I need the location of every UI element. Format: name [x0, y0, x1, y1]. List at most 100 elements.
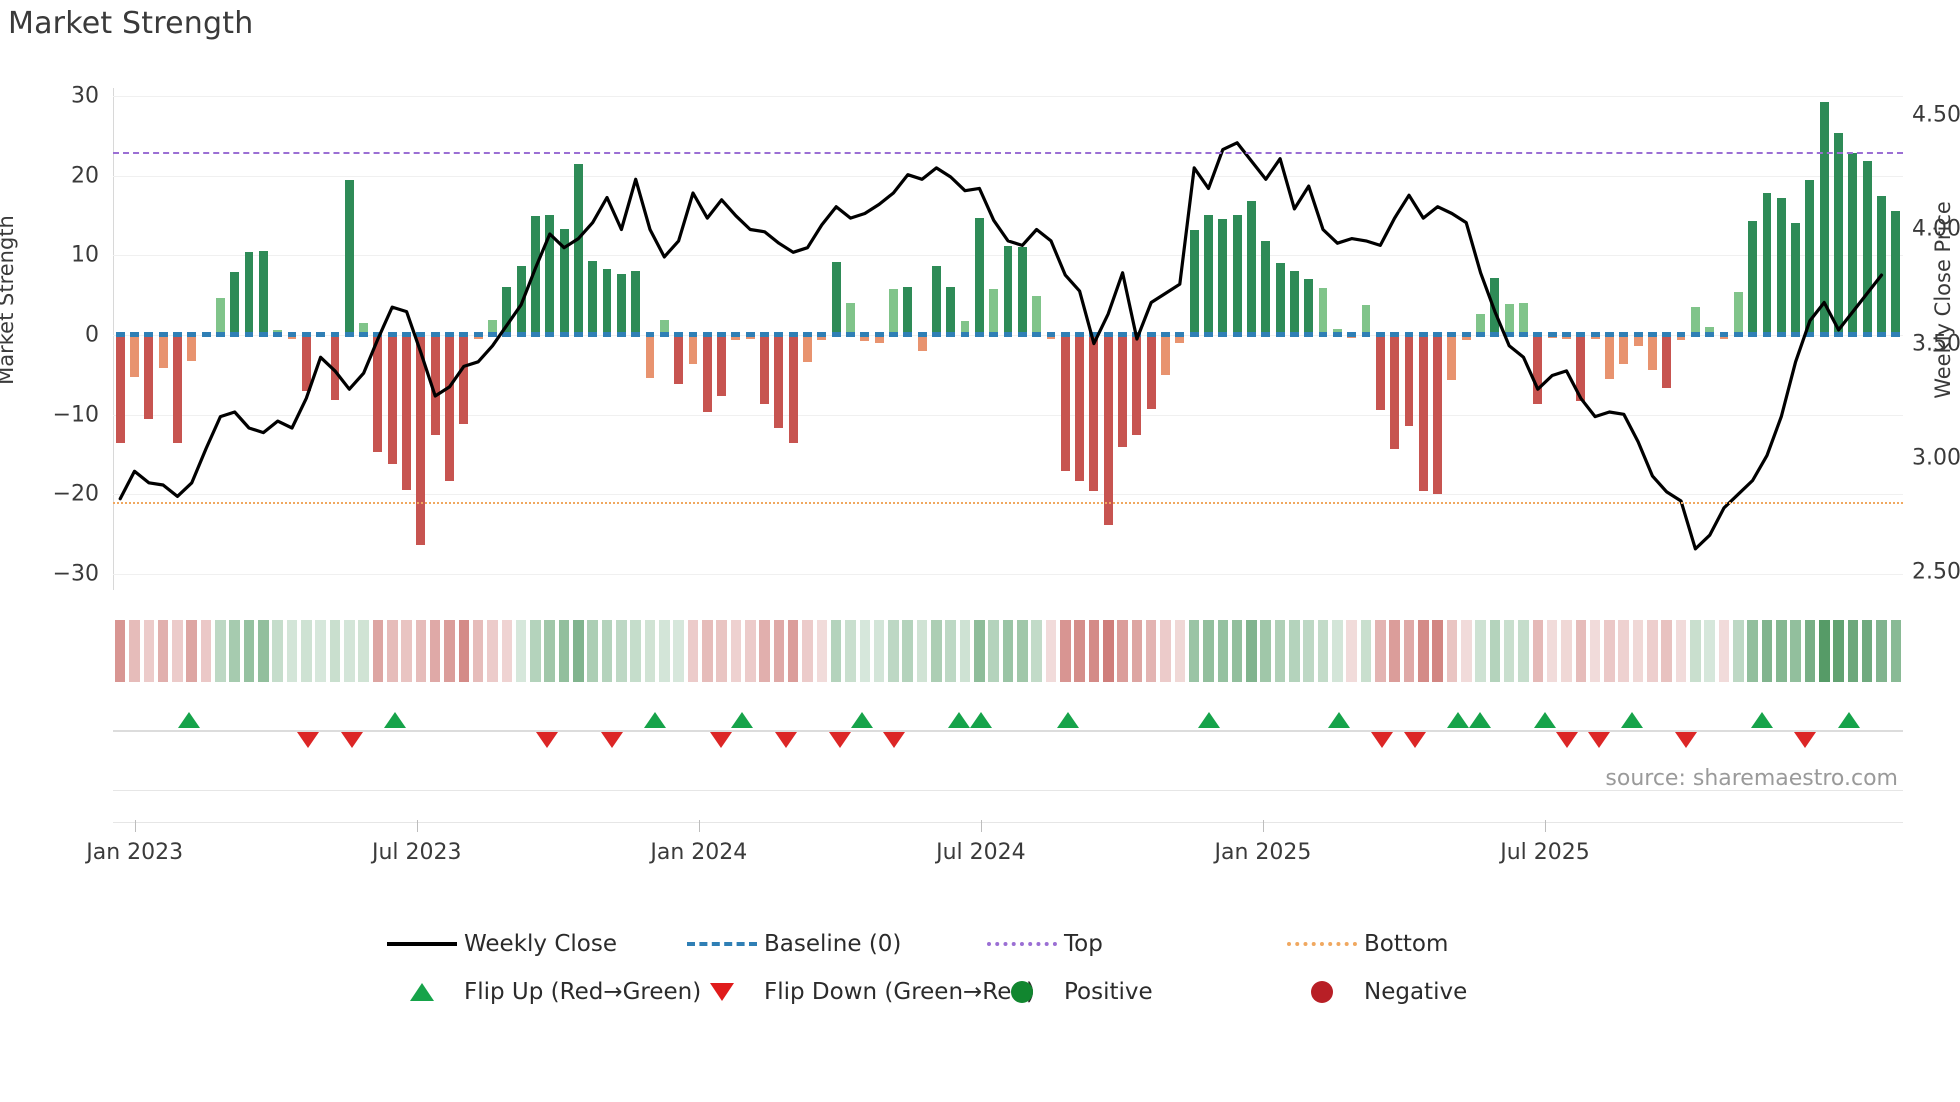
heat-cell — [1346, 620, 1357, 682]
heat-cell — [358, 620, 369, 682]
baseline-cap — [1834, 332, 1843, 338]
legend-row-1: Weekly Close Baseline (0) Top Bottom — [0, 920, 1960, 968]
baseline-cap — [874, 332, 884, 338]
triangle-down-icon-glyph — [710, 983, 734, 1001]
strength-bar — [1204, 215, 1213, 335]
baseline-cap — [158, 332, 168, 338]
strength-bar — [1075, 335, 1085, 481]
baseline-cap — [230, 332, 240, 338]
legend-item[interactable]: Weekly Close — [380, 920, 680, 968]
baseline-cap — [631, 332, 641, 338]
baseline-cap — [244, 332, 254, 338]
strength-bar — [917, 335, 927, 351]
heat-cell — [1690, 620, 1701, 682]
heat-cell — [215, 620, 226, 682]
gridline — [113, 574, 1903, 576]
heat-cell — [1160, 620, 1171, 682]
heat-cell — [157, 620, 169, 682]
strength-bar — [1060, 335, 1070, 472]
baseline-cap — [1032, 332, 1042, 338]
baseline-cap — [1390, 332, 1400, 338]
baseline-cap — [1605, 332, 1614, 338]
heat-cell — [1002, 620, 1014, 682]
baseline-cap — [258, 332, 268, 338]
flip-down-marker — [1403, 732, 1426, 748]
baseline-cap — [287, 332, 297, 338]
strength-bar — [831, 261, 841, 335]
strength-bar — [1361, 304, 1371, 335]
baseline-cap — [387, 332, 397, 338]
baseline-cap — [1046, 332, 1056, 338]
flip-up-marker — [1327, 712, 1350, 728]
strength-bar — [1175, 335, 1185, 343]
legend-item[interactable]: Bottom — [1280, 920, 1580, 968]
flip-up-marker — [384, 712, 407, 728]
strength-bar — [960, 320, 970, 335]
flip-down-marker — [535, 732, 558, 748]
heat-cell — [974, 620, 985, 682]
baseline-cap — [774, 332, 784, 338]
legend-item[interactable]: Flip Up (Red→Green) — [380, 968, 701, 1016]
gridline — [113, 494, 1903, 496]
strength-bar — [874, 335, 884, 343]
heat-cell — [530, 620, 541, 682]
y-axis-left-label: Market Strength — [0, 215, 18, 385]
y-tick-label-right: 3.50 — [1912, 331, 1960, 357]
baseline-cap — [416, 332, 426, 338]
baseline-cap — [717, 332, 727, 338]
legend-item[interactable]: Flip Down (Green→Red) — [680, 968, 1035, 1016]
baseline-cap — [846, 332, 855, 338]
flip-marker-panel — [113, 690, 1903, 770]
y-tick-label-left: −30 — [52, 561, 99, 587]
strength-bar — [1390, 335, 1400, 449]
legend-item[interactable]: Baseline (0) — [680, 920, 980, 968]
baseline-cap — [903, 332, 913, 338]
strength-bar — [531, 216, 540, 335]
baseline-cap — [1275, 332, 1285, 338]
heat-cell — [386, 620, 398, 682]
baseline-cap — [445, 332, 454, 338]
legend-item[interactable]: Positive — [980, 968, 1280, 1016]
baseline-cap — [1762, 332, 1772, 338]
strength-bar — [602, 268, 612, 335]
baseline-cap — [1118, 332, 1127, 338]
strength-bar — [559, 229, 569, 335]
heat-cell — [1289, 620, 1300, 682]
heat-cell — [1417, 620, 1429, 682]
heat-cell — [1876, 620, 1887, 682]
baseline-cap — [1089, 332, 1099, 338]
y-tick-label-left: −20 — [52, 481, 99, 507]
baseline-cap — [1748, 332, 1758, 338]
legend-line-icon — [380, 942, 464, 946]
x-tick-mark — [416, 820, 418, 832]
baseline-cap — [1103, 332, 1113, 338]
strength-bar — [1776, 197, 1786, 335]
gridline — [113, 95, 1903, 97]
strength-bar — [989, 288, 999, 335]
flip-down-marker — [601, 732, 624, 748]
x-tick-mark — [1545, 820, 1546, 832]
baseline-cap — [1647, 332, 1657, 338]
strength-bar — [903, 287, 913, 335]
flip-up-marker — [644, 712, 667, 728]
heat-cell — [315, 620, 326, 682]
heat-cell — [859, 620, 871, 682]
baseline-cap — [1447, 332, 1457, 338]
flip-up-marker — [1197, 712, 1220, 728]
heat-cell — [616, 620, 627, 682]
strength-bar — [359, 323, 369, 335]
strength-bar — [1819, 102, 1829, 335]
baseline-cap — [1347, 332, 1357, 338]
strength-bar — [659, 319, 669, 335]
baseline-cap — [1232, 332, 1242, 338]
strength-bar — [1118, 335, 1127, 447]
heat-cell — [129, 620, 140, 682]
flip-down-marker — [883, 732, 906, 748]
strength-bar — [1418, 335, 1428, 492]
baseline-cap — [1247, 332, 1256, 338]
strength-bar — [860, 335, 870, 341]
strength-bar — [1003, 245, 1013, 335]
legend-item[interactable]: Negative — [1280, 968, 1580, 1016]
legend-item[interactable]: Top — [980, 920, 1280, 968]
strength-bar — [330, 335, 340, 401]
